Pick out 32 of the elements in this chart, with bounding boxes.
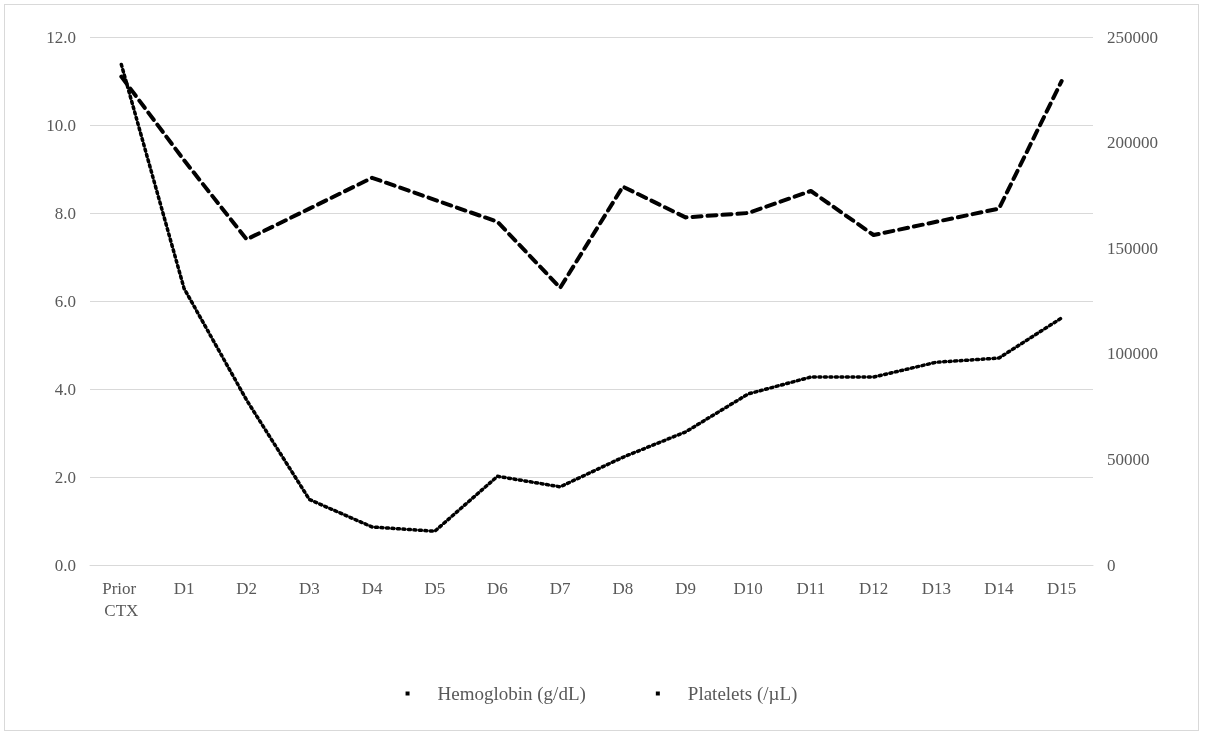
y-tick-label: 12.0 (46, 27, 76, 47)
y-tick-label: 2.0 (54, 467, 76, 487)
x-tick-label: D3 (299, 578, 320, 598)
y-tick-label: 0.0 (54, 555, 76, 575)
line-series (119, 62, 1064, 533)
x-tick-label: D10 (733, 578, 763, 598)
legend-label: Platelets (/µL) (687, 683, 798, 705)
y2-tick-label: 200000 (1107, 133, 1158, 153)
x-tick-label: D4 (361, 578, 383, 598)
x-tick-label: D14 (984, 578, 1015, 598)
x-tick-label: D9 (675, 578, 696, 598)
y2-tick-label: 50000 (1107, 449, 1150, 469)
y-tick-label: 6.0 (54, 291, 76, 311)
x-tick-label: D13 (921, 578, 951, 598)
y2-tick-label: 100000 (1107, 344, 1158, 364)
y2-tick-label: 0 (1107, 555, 1116, 575)
legend-label: Hemoglobin (g/dL) (437, 683, 586, 705)
x-tick-label: D8 (612, 578, 634, 598)
x-tick-label: D2 (236, 578, 258, 598)
x-tick-label: D12 (858, 578, 889, 598)
x-tick-label: D11 (796, 578, 826, 598)
y-tick-label: 8.0 (54, 203, 76, 223)
y2-tick-label: 250000 (1107, 27, 1158, 47)
x-tick-label: D7 (549, 578, 572, 598)
y-tick-label: 10.0 (46, 115, 76, 135)
y2-tick-label: 150000 (1107, 238, 1158, 258)
x-tick-label: D1 (173, 578, 195, 598)
x-tick-label: D6 (487, 578, 508, 598)
y-tick-label: 4.0 (54, 379, 76, 399)
x-tick-label: D5 (424, 578, 446, 598)
x-tick-label: D15 (1047, 578, 1077, 598)
x-tick-label: Prior CTX (102, 578, 141, 620)
